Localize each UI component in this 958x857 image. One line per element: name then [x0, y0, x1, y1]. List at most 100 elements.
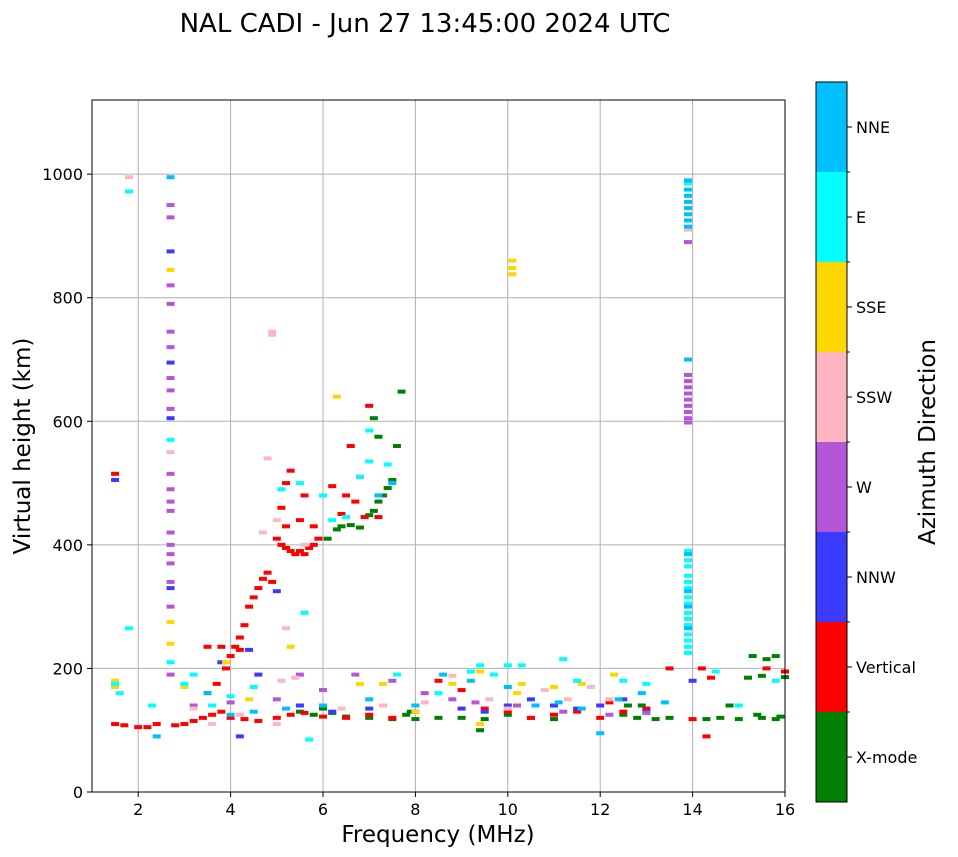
data-point	[286, 468, 295, 473]
data-point	[683, 397, 692, 402]
data-point	[319, 493, 327, 498]
data-point	[411, 709, 420, 714]
data-point	[115, 691, 124, 696]
data-point	[633, 715, 642, 720]
data-point	[166, 376, 175, 381]
data-point	[263, 456, 272, 461]
data-point	[554, 700, 563, 705]
colorbar-tick-label: NNW	[856, 568, 896, 587]
data-point	[513, 703, 522, 708]
data-point	[166, 660, 175, 665]
data-point	[503, 709, 512, 714]
data-point	[166, 641, 175, 646]
data-point	[295, 481, 304, 486]
data-point	[508, 258, 517, 263]
x-tick-label: 8	[410, 800, 420, 819]
data-point	[526, 697, 535, 702]
data-point	[605, 700, 614, 705]
data-point	[258, 530, 267, 535]
x-axis-label: Frequency (MHz)	[341, 822, 534, 848]
data-point	[272, 518, 281, 523]
data-point	[619, 712, 628, 717]
data-point	[300, 552, 309, 557]
y-tick-label: 800	[52, 289, 83, 308]
data-point	[365, 712, 374, 717]
data-point	[489, 672, 498, 677]
data-point	[166, 301, 175, 306]
colorbar-segment	[816, 172, 847, 262]
data-point	[563, 697, 572, 702]
data-point	[328, 518, 337, 523]
data-point	[337, 524, 346, 529]
data-point	[577, 681, 586, 686]
data-point	[365, 715, 374, 720]
data-point	[166, 487, 175, 492]
data-point	[226, 700, 235, 705]
data-point	[683, 224, 692, 229]
data-point	[309, 524, 318, 529]
data-point	[282, 626, 291, 631]
data-point	[291, 675, 300, 680]
series-x-mode	[295, 389, 789, 733]
colorbar-segment	[816, 82, 847, 172]
data-point	[683, 623, 692, 628]
data-point	[683, 626, 692, 631]
data-point	[166, 388, 175, 393]
data-point	[586, 684, 595, 689]
data-point	[226, 712, 235, 717]
data-point	[217, 644, 226, 649]
data-point	[466, 669, 475, 674]
data-point	[374, 515, 383, 520]
colorbar-tick-label: NNE	[856, 118, 890, 137]
data-point	[212, 681, 221, 686]
data-point	[503, 703, 512, 708]
data-point	[235, 635, 244, 640]
data-point	[171, 723, 180, 728]
data-point	[346, 523, 355, 528]
data-point	[189, 703, 198, 708]
data-point	[342, 493, 351, 498]
data-point	[517, 663, 526, 668]
series-nne	[152, 175, 692, 739]
colorbar-tick-label: SSE	[856, 298, 886, 317]
data-point	[328, 709, 337, 714]
data-point	[300, 610, 309, 615]
data-point	[332, 527, 341, 532]
data-point	[623, 703, 632, 708]
data-point	[683, 218, 692, 223]
data-point	[226, 654, 235, 659]
colorbar-segment	[816, 442, 847, 532]
data-point	[683, 552, 692, 557]
data-point	[323, 536, 332, 541]
data-point	[166, 552, 175, 557]
data-point	[577, 706, 586, 711]
data-point	[272, 697, 281, 702]
data-point	[346, 444, 355, 448]
data-point	[476, 663, 485, 668]
x-tick-label: 16	[775, 800, 795, 819]
data-point	[268, 329, 277, 334]
data-point	[111, 678, 120, 683]
data-point	[282, 524, 291, 529]
data-point	[771, 678, 780, 683]
data-point	[295, 549, 304, 554]
data-point	[434, 691, 443, 696]
data-point	[665, 715, 674, 720]
data-point	[295, 672, 304, 677]
data-point	[683, 617, 692, 621]
data-point	[448, 681, 457, 686]
data-point	[286, 644, 295, 649]
data-point	[540, 688, 549, 693]
data-point	[240, 717, 249, 722]
data-point	[748, 654, 757, 659]
data-point	[369, 416, 378, 421]
data-point	[166, 283, 175, 288]
data-point	[379, 703, 388, 708]
data-point	[448, 673, 457, 678]
colorbar-frame	[815, 81, 848, 803]
data-point	[665, 666, 674, 671]
data-point	[683, 632, 692, 637]
data-point	[707, 675, 716, 680]
data-point	[272, 715, 281, 720]
